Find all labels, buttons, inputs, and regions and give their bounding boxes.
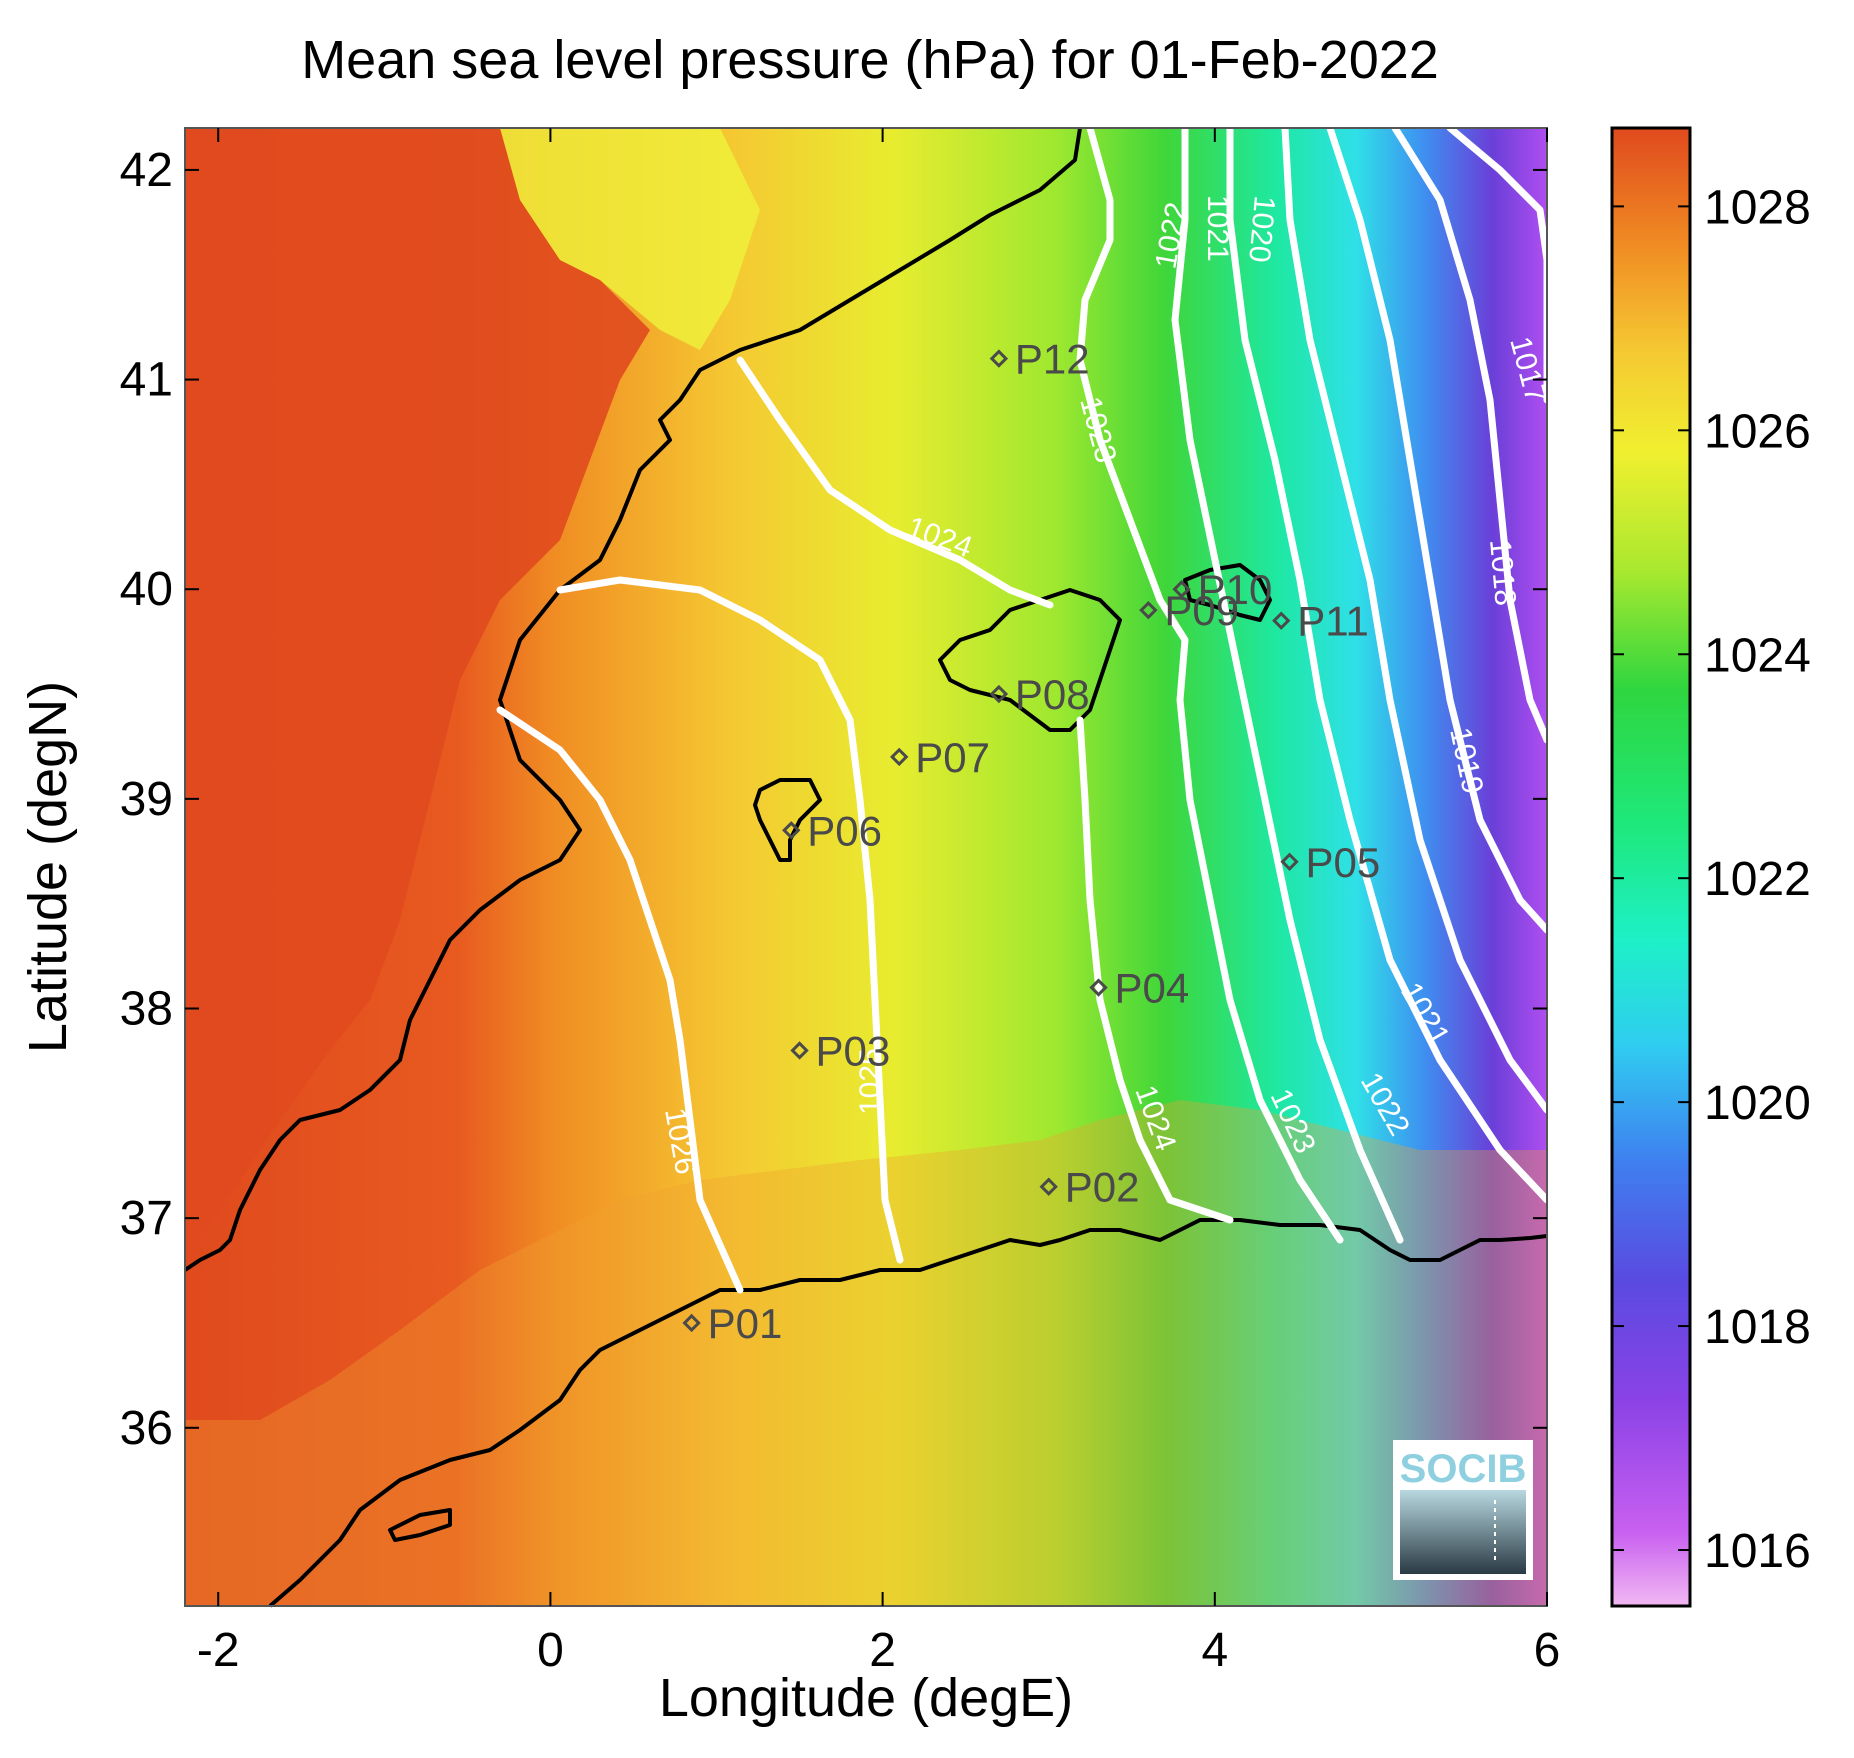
- y-tick-label: 42: [120, 144, 173, 197]
- map-title: Mean sea level pressure (hPa) for 01-Feb…: [301, 30, 1439, 90]
- station-label-p12: P12: [1015, 336, 1090, 383]
- isobar-1018: [1391, 124, 1551, 744]
- coastlines: [183, 127, 1548, 1608]
- x-axis-ticks: -2 0 2 4 6: [197, 128, 1560, 1677]
- station-label-p03: P03: [816, 1027, 891, 1074]
- station-label-p08: P08: [1015, 671, 1090, 718]
- alboran-island-coastline: [388, 1508, 452, 1542]
- colorbar-tick-label: 1022: [1704, 853, 1811, 906]
- isobar-1025: [556, 576, 904, 1264]
- isobar-label-1018: 1018: [1483, 538, 1522, 607]
- colorbar-tick-label: 1028: [1704, 181, 1811, 234]
- station-label-p06: P06: [807, 807, 882, 854]
- station-marker-p06: [782, 821, 801, 840]
- plot-frame: [184, 127, 1548, 1607]
- north-africa-coastline: [268, 1218, 1548, 1608]
- logo-text: SOCIB: [1400, 1447, 1527, 1491]
- station-marker-p09: [1139, 600, 1158, 620]
- isobar-1021: [1226, 124, 1551, 1204]
- x-axis-label: Longitude (degE): [659, 1668, 1073, 1728]
- y-tick-label: 40: [120, 563, 173, 616]
- colorbar-gradient: [1610, 126, 1692, 1608]
- station-label-p10: P10: [1198, 566, 1273, 613]
- station-marker-p12: [989, 349, 1009, 368]
- isobar-1024: [736, 356, 1234, 1224]
- ibiza-coastline: [753, 778, 822, 862]
- y-axis-label: Latitude (degN): [18, 681, 78, 1053]
- isobar-1020: [1281, 124, 1551, 1114]
- north-africa-land: [185, 1100, 1547, 1606]
- isobar-1023: [1076, 124, 1344, 1244]
- station-marker-p03: [790, 1041, 809, 1060]
- station-marker-p08: [989, 684, 1009, 704]
- x-tick-label: -2: [197, 1624, 240, 1677]
- station-marker-p02: [1039, 1177, 1058, 1196]
- station-label-p04: P04: [1115, 965, 1190, 1012]
- isobar-label-1025: 1025: [854, 1048, 887, 1115]
- isobar-label-1020: 1020: [1242, 194, 1281, 263]
- station-marker-p07: [890, 747, 909, 767]
- station-marker-p04: [1089, 978, 1108, 997]
- colorbar-tick-label: 1016: [1704, 1525, 1811, 1578]
- isobar-label-1021: 1021: [1201, 195, 1234, 262]
- station-marker-p11: [1272, 611, 1291, 630]
- colorbar-tick-label: 1018: [1704, 1301, 1811, 1354]
- station-marker-p10: [1172, 580, 1191, 599]
- y-tick-label: 39: [120, 773, 173, 826]
- x-tick-label: 4: [1201, 1624, 1228, 1677]
- x-tick-label: 6: [1534, 1624, 1561, 1677]
- colorbar-ticks: 1028 1026 1024 1022 1020 1018 1016: [1612, 181, 1811, 1578]
- station-label-p07: P07: [915, 734, 990, 781]
- coastal-yellow-band: [500, 128, 760, 350]
- y-axis-ticks: 42 41 40 39 38 37 36: [120, 144, 1547, 1455]
- colorbar-tick-label: 1020: [1704, 1077, 1811, 1130]
- land-high-pressure-region: [185, 128, 650, 1260]
- station-label-p09: P09: [1164, 587, 1239, 634]
- mallorca-coastline: [938, 588, 1122, 732]
- station-label-p01: P01: [708, 1300, 783, 1347]
- y-tick-label: 41: [120, 354, 173, 407]
- colorbar: 1028 1026 1024 1022 1020 1018 1016: [1610, 126, 1811, 1608]
- isobar-1022: [1171, 124, 1404, 1244]
- y-tick-label: 37: [120, 1192, 173, 1245]
- y-tick-label: 36: [120, 1402, 173, 1455]
- x-tick-label: 0: [537, 1624, 564, 1677]
- station-marker-p01: [682, 1313, 701, 1333]
- station-label-p05: P05: [1306, 839, 1381, 886]
- station-label-p11: P11: [1297, 598, 1369, 645]
- station-label-p02: P02: [1065, 1164, 1140, 1211]
- menorca-coastline: [1183, 563, 1272, 622]
- colorbar-tick-label: 1026: [1704, 405, 1811, 458]
- iberian-coastline: [183, 127, 1082, 1272]
- isobar-1019: [1326, 124, 1551, 934]
- socib-logo: SOCIB: [1393, 1440, 1533, 1580]
- station-marker-p05: [1280, 852, 1299, 871]
- logo-image: [1400, 1490, 1526, 1574]
- colorbar-tick-label: 1024: [1704, 629, 1811, 682]
- y-tick-label: 38: [120, 983, 173, 1036]
- x-tick-label: 2: [869, 1624, 896, 1677]
- isobar-1026: [496, 706, 744, 1294]
